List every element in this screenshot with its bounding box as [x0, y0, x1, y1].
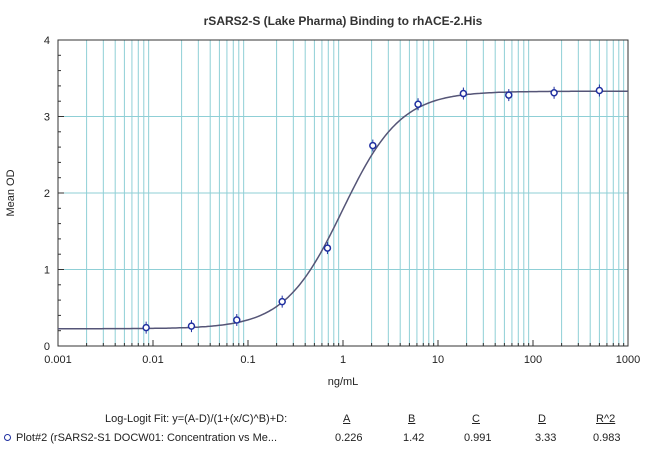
- fit-value-b: 1.42: [403, 432, 425, 444]
- x-tick-label: 0.01: [142, 354, 163, 366]
- plot-frame: [57, 39, 629, 347]
- fit-value-d: 3.33: [535, 432, 557, 444]
- data-point: [505, 91, 513, 99]
- data-point: [414, 100, 422, 109]
- data-point: [550, 89, 558, 97]
- y-tick-label: 4: [44, 35, 50, 47]
- x-tick-label: 1000: [616, 354, 640, 366]
- legend-entry: Plot#2 (rSARS2-S1 DOCW01: Concentration …: [4, 432, 277, 444]
- x-tick-label: 100: [524, 354, 542, 366]
- data-point: [369, 141, 377, 150]
- data-point: [323, 244, 332, 252]
- x-axis-label: ng/mL: [328, 376, 359, 388]
- fit-label: Log-Logit Fit: y=(A-D)/(1+(x/C)^B)+D:: [105, 413, 288, 425]
- data-point: [233, 316, 241, 324]
- chart-title: rSARS2-S (Lake Pharma) Binding to rhACE-…: [204, 14, 483, 28]
- fit-value-r2: 0.983: [593, 432, 621, 444]
- x-tick-label: 0.001: [44, 354, 72, 366]
- fit-header-b: B: [408, 413, 416, 425]
- fit-curve: [58, 90, 628, 330]
- y-tick-label: 1: [44, 265, 50, 277]
- y-tick-label: 0: [44, 341, 50, 353]
- data-point: [278, 297, 286, 306]
- x-tick-label: 1: [340, 354, 346, 366]
- legend-marker-icon: [4, 434, 11, 441]
- data-point: [142, 323, 150, 332]
- fit-header-r2: R^2: [596, 413, 616, 425]
- y-tick-label: 2: [44, 188, 50, 200]
- x-tick-label: 10: [432, 354, 444, 366]
- fit-value-a: 0.226: [335, 432, 363, 444]
- fit-header-c: C: [472, 413, 480, 425]
- fit-value-c: 0.991: [464, 432, 492, 444]
- x-tick-label: 0.1: [240, 354, 255, 366]
- data-point: [187, 322, 196, 330]
- fit-header-a: A: [343, 413, 351, 425]
- data-point: [459, 89, 468, 98]
- data-point: [595, 86, 604, 95]
- y-axis-label: Mean OD: [5, 169, 17, 216]
- fit-header-d: D: [538, 413, 546, 425]
- y-tick-label: 3: [44, 112, 50, 124]
- legend-series-name: Plot#2 (rSARS2-S1 DOCW01: Concentration …: [16, 432, 278, 444]
